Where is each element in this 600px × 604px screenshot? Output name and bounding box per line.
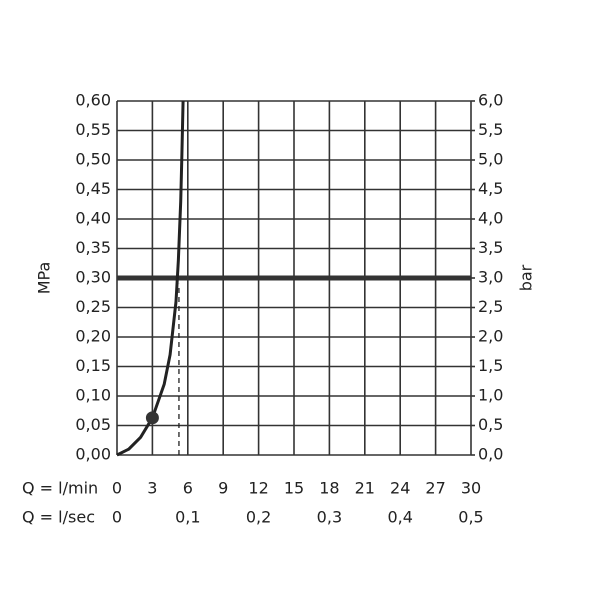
x-tick-label: 6 xyxy=(183,479,193,498)
y2-tick-label: 0,0 xyxy=(478,445,503,464)
marker xyxy=(145,411,159,425)
x2-tick-label: 0,2 xyxy=(246,508,271,527)
x2-tick-label: 0 xyxy=(112,508,122,527)
y-tick-label: 0,50 xyxy=(75,150,111,169)
curve xyxy=(116,100,185,457)
x2-tick-label: 0,4 xyxy=(387,508,412,527)
x-tick-label: 3 xyxy=(147,479,157,498)
x-tick-label: 12 xyxy=(248,479,268,498)
x2-tick-label: 0,1 xyxy=(175,508,200,527)
y-tick-label: 0,35 xyxy=(75,238,111,257)
y2-axis-label: bar xyxy=(517,264,536,291)
y-axis-label: MPa xyxy=(35,262,54,295)
y-tick-label: 0,55 xyxy=(75,120,111,139)
x-tick-label: 24 xyxy=(390,479,410,498)
y2-tick-label: 5,5 xyxy=(478,120,503,139)
y-tick-label: 0,05 xyxy=(75,415,111,434)
y-tick-label: 0,30 xyxy=(75,268,111,287)
y2-tick-label: 2,0 xyxy=(478,327,503,346)
x-axis-label: Q = l/min xyxy=(22,479,98,498)
y2-tick-label: 1,5 xyxy=(478,356,503,375)
x-tick-label: 18 xyxy=(319,479,339,498)
y2-tick-label: 4,5 xyxy=(478,179,503,198)
y-tick-label: 0,60 xyxy=(75,91,111,110)
y2-tick-label: 6,0 xyxy=(478,91,503,110)
y2-tick-label: 4,0 xyxy=(478,209,503,228)
y-tick-label: 0,15 xyxy=(75,356,111,375)
x-tick-label: 21 xyxy=(355,479,375,498)
y-tick-label: 0,40 xyxy=(75,209,111,228)
x-tick-label: 27 xyxy=(425,479,445,498)
y-tick-label: 0,25 xyxy=(75,297,111,316)
x-tick-label: 9 xyxy=(218,479,228,498)
x2-tick-label: 0,5 xyxy=(458,508,483,527)
x-tick-label: 0 xyxy=(112,479,122,498)
y-tick-label: 0,00 xyxy=(75,445,111,464)
x-tick-label: 30 xyxy=(461,479,481,498)
y2-tick-label: 5,0 xyxy=(478,150,503,169)
y2-tick-label: 1,0 xyxy=(478,386,503,405)
x2-tick-label: 0,3 xyxy=(317,508,342,527)
y2-tick-label: 3,0 xyxy=(478,268,503,287)
y-tick-label: 0,45 xyxy=(75,179,111,198)
y-tick-label: 0,20 xyxy=(75,327,111,346)
y2-tick-label: 0,5 xyxy=(478,415,503,434)
x2-axis-label: Q = l/sec xyxy=(22,508,95,527)
y2-tick-label: 3,5 xyxy=(478,238,503,257)
y2-tick-label: 2,5 xyxy=(478,297,503,316)
x-tick-label: 15 xyxy=(284,479,304,498)
y-tick-label: 0,10 xyxy=(75,386,111,405)
